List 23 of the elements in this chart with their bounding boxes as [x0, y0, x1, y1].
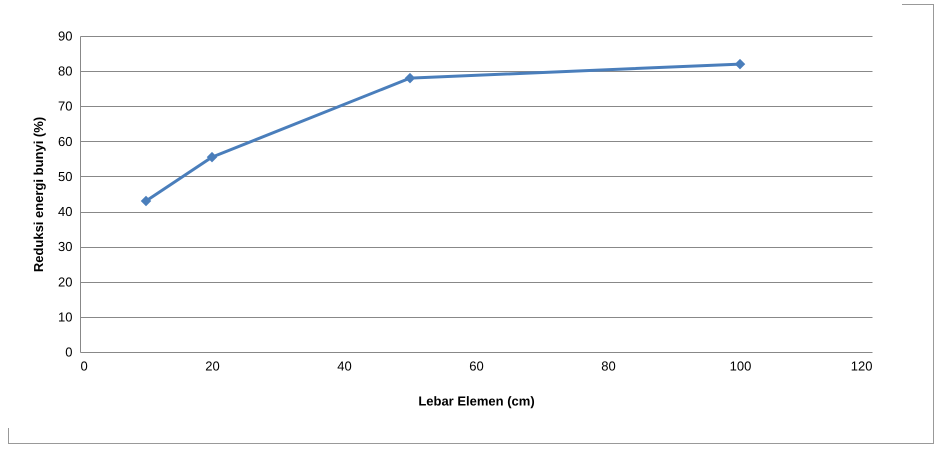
x-axis-title: Lebar Elemen (cm): [418, 394, 535, 408]
x-tick-label: 100: [730, 358, 752, 374]
y-tick-label: 0: [65, 344, 72, 360]
y-tick-label: 50: [58, 168, 72, 184]
y-tick-label: 20: [58, 274, 72, 290]
point: [404, 72, 416, 84]
y-tick-label: 60: [58, 134, 72, 149]
x-tick-label: 20: [205, 358, 220, 374]
point: [206, 152, 218, 162]
y-tick-label: 10: [58, 309, 72, 324]
point: [734, 58, 746, 70]
y-tick-label: 70: [58, 98, 72, 114]
x-tick-label: 0: [80, 358, 88, 374]
x-tick-label: 60: [469, 358, 484, 374]
y-tick-label: 80: [58, 64, 72, 79]
point: [140, 196, 152, 206]
x-tick-label: 80: [601, 358, 616, 374]
y-tick-label: 30: [58, 239, 72, 254]
y-axis-title: Reduksi energi bunyi (%): [31, 116, 46, 272]
x-tick-label: 40: [337, 358, 352, 374]
y-tick-label: 90: [58, 28, 72, 44]
x-tick-label: 120: [850, 358, 872, 374]
y-tick-label: 40: [58, 204, 72, 220]
